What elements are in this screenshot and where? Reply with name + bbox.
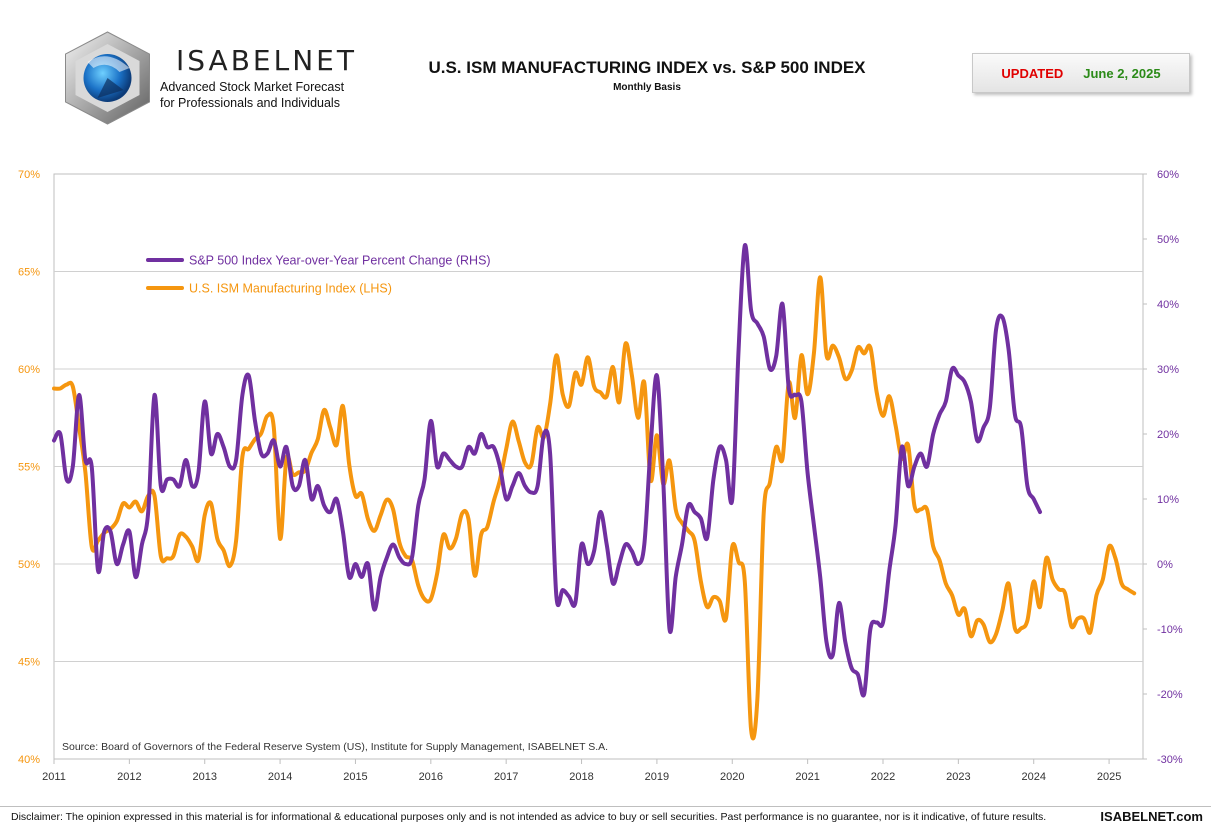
x-tick-label: 2020 <box>720 771 744 783</box>
y-left-tick-label: 45% <box>18 657 40 669</box>
y-left-tick-label: 70% <box>18 169 40 181</box>
updated-badge: UPDATED June 2, 2025 <box>972 53 1190 93</box>
y-right-tick-label: 30% <box>1157 364 1179 376</box>
x-tick-label: 2025 <box>1097 771 1121 783</box>
updated-date: June 2, 2025 <box>1083 65 1161 81</box>
x-tick-label: 2016 <box>419 771 443 783</box>
x-tick-label: 2018 <box>569 771 593 783</box>
y-right-tick-label: 40% <box>1157 299 1179 311</box>
x-tick-label: 2015 <box>343 771 367 783</box>
y-right-tick-label: -10% <box>1157 624 1183 636</box>
legend-label: S&P 500 Index Year-over-Year Percent Cha… <box>189 254 491 268</box>
y-left-tick-label: 65% <box>18 267 40 279</box>
brand-tagline: Advanced Stock Market Forecast for Profe… <box>160 79 344 111</box>
x-tick-label: 2019 <box>645 771 669 783</box>
y-left-tick-label: 50% <box>18 559 40 571</box>
brand-tagline-line-1: Advanced Stock Market Forecast <box>160 80 345 94</box>
y-left-tick-label: 60% <box>18 364 40 376</box>
y-right-tick-label: -20% <box>1157 689 1183 701</box>
series-line-ism <box>52 275 1137 741</box>
x-tick-label: 2023 <box>946 771 970 783</box>
source-note: Source: Board of Governors of the Federa… <box>62 741 608 753</box>
isabelnet-logo-icon <box>65 31 150 125</box>
x-tick-label: 2011 <box>42 771 66 783</box>
disclaimer-text: Disclaimer: The opinion expressed in thi… <box>11 811 1047 823</box>
chart-title: U.S. ISM MANUFACTURING INDEX vs. S&P 500… <box>428 58 866 77</box>
y-right-tick-label: 0% <box>1157 559 1173 571</box>
x-tick-label: 2024 <box>1021 771 1045 783</box>
site-link[interactable]: ISABELNET.com <box>1100 809 1203 824</box>
ism-vs-sp500-chart: 40% 45% 50% 55% 60% 65% 70% -30% -20% -10% 0% 10% 20… <box>18 169 1183 783</box>
y-right-tick-label: 20% <box>1157 429 1179 441</box>
x-tick-label: 2012 <box>117 771 141 783</box>
x-tick-label: 2022 <box>871 771 895 783</box>
updated-label: UPDATED <box>1001 65 1064 81</box>
x-tick-label: 2017 <box>494 771 518 783</box>
y-right-tick-label: 60% <box>1157 169 1179 181</box>
y-right-tick-label: 50% <box>1157 234 1179 246</box>
footer-divider <box>0 806 1211 807</box>
brand-tagline-line-2: for Professionals and Individuals <box>160 96 340 110</box>
x-tick-label: 2021 <box>795 771 819 783</box>
x-tick-label: 2013 <box>192 771 216 783</box>
y-right-tick-label: 10% <box>1157 494 1179 506</box>
series-line-sp500 <box>52 243 1042 698</box>
y-left-tick-label: 40% <box>18 754 40 766</box>
legend-label: U.S. ISM Manufacturing Index (LHS) <box>189 282 392 296</box>
chart-subtitle: Monthly Basis <box>613 82 681 93</box>
x-tick-label: 2014 <box>268 771 292 783</box>
y-right-tick-label: -30% <box>1157 754 1183 766</box>
y-left-tick-label: 55% <box>18 462 40 474</box>
brand-name: ISABELNET <box>176 44 357 77</box>
